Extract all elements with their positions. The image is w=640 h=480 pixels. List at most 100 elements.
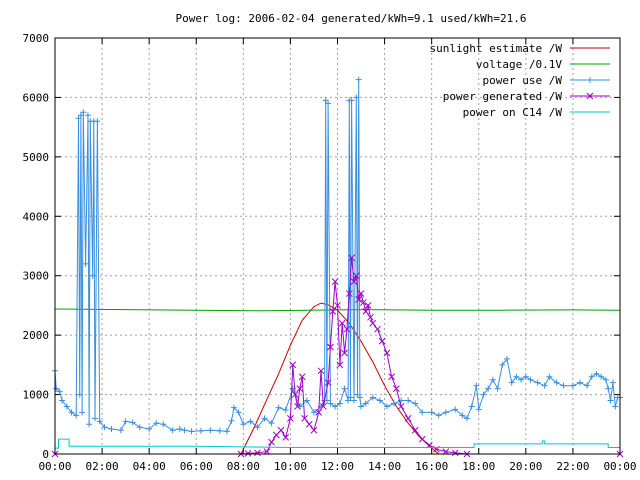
chart-title: Power log: 2006-02-04 generated/kWh=9.1 … <box>176 12 527 25</box>
data-point <box>367 313 374 321</box>
data-point <box>94 118 101 125</box>
data-point <box>79 409 86 416</box>
data-point <box>393 385 400 392</box>
legend-item-power-on-c14-w: power on C14 /W <box>463 106 610 119</box>
legend-label: sunlight estimate /W <box>430 42 563 55</box>
data-point <box>485 385 492 392</box>
data-point <box>534 379 541 386</box>
data-point <box>310 426 318 434</box>
data-point <box>522 373 529 380</box>
data-point <box>504 355 510 362</box>
data-point <box>108 426 115 433</box>
data-point <box>383 403 390 410</box>
data-point <box>228 417 235 424</box>
data-point <box>605 385 612 392</box>
y-tick-label: 6000 <box>23 91 50 104</box>
data-point <box>362 308 370 315</box>
legend-item-power-generated-w: power generated /W <box>443 90 610 103</box>
data-point <box>310 409 317 416</box>
data-point <box>494 385 501 392</box>
data-point <box>404 414 412 422</box>
data-point <box>609 379 616 386</box>
data-point <box>84 112 91 119</box>
data-point <box>480 391 487 398</box>
legend-label: power generated /W <box>443 90 563 103</box>
data-point <box>169 427 176 434</box>
data-point <box>463 415 470 422</box>
data-point <box>320 403 327 410</box>
data-point <box>576 379 583 386</box>
legend-item-voltage-0-1v: voltage /0.1V <box>476 58 610 71</box>
data-point <box>96 418 103 425</box>
data-point <box>244 450 252 457</box>
data-point <box>364 302 372 309</box>
data-point <box>360 299 367 306</box>
series-line-voltage-0-1v <box>54 308 621 312</box>
data-point <box>82 260 89 267</box>
data-point <box>411 426 419 434</box>
data-point <box>602 376 609 383</box>
data-point <box>553 379 560 386</box>
x-tick-label: 06:00 <box>180 460 213 473</box>
data-point <box>329 308 337 315</box>
data-point <box>347 394 354 401</box>
data-point <box>468 403 475 410</box>
data-point <box>397 403 405 410</box>
data-point <box>73 412 80 419</box>
legend-label: power use /W <box>483 74 563 87</box>
data-point <box>452 406 459 413</box>
legend-marker <box>587 77 593 83</box>
legend-label: voltage /0.1V <box>476 58 562 71</box>
data-point <box>230 404 237 411</box>
data-point <box>383 349 391 357</box>
data-point <box>527 376 534 383</box>
data-point <box>350 278 358 286</box>
legend-item-sunlight-estimate-w: sunlight estimate /W <box>430 42 610 55</box>
data-point <box>53 385 60 392</box>
data-point <box>356 394 363 401</box>
data-point <box>315 409 323 416</box>
y-tick-label: 3000 <box>23 270 50 283</box>
data-point <box>358 403 365 410</box>
x-tick-label: 16:00 <box>415 460 448 473</box>
data-point <box>261 415 268 422</box>
data-point <box>268 438 275 446</box>
axes: 0 1000 2000 3000 4000 5000 6000 7000 00:00 02:00 0… <box>23 32 637 473</box>
data-point <box>345 290 353 297</box>
data-point <box>303 397 310 404</box>
data-point <box>348 97 355 104</box>
data-point <box>146 426 153 433</box>
data-point <box>598 373 605 380</box>
data-point <box>348 254 355 262</box>
data-point <box>513 373 520 380</box>
data-point <box>176 426 183 433</box>
data-point <box>374 325 381 333</box>
data-point <box>117 427 124 434</box>
data-point <box>546 373 553 380</box>
data-point <box>343 325 351 333</box>
data-point <box>188 428 195 435</box>
data-point <box>247 418 254 425</box>
data-point <box>268 420 275 427</box>
data-point <box>275 404 282 411</box>
data-point <box>289 361 297 369</box>
data-point <box>277 426 285 434</box>
data-point <box>362 400 369 407</box>
data-point <box>352 272 360 280</box>
data-point <box>129 419 136 426</box>
data-point <box>369 319 377 327</box>
data-point <box>428 409 435 416</box>
data-point <box>294 403 301 410</box>
data-point <box>355 76 362 83</box>
data-point <box>419 409 426 416</box>
data-point <box>301 414 308 422</box>
data-point <box>357 290 365 297</box>
data-point <box>86 421 93 428</box>
x-tick-label: 14:00 <box>368 460 401 473</box>
data-point <box>317 367 325 375</box>
data-point <box>350 397 357 404</box>
data-point <box>56 388 63 395</box>
data-point <box>569 382 576 389</box>
data-point <box>92 415 99 422</box>
